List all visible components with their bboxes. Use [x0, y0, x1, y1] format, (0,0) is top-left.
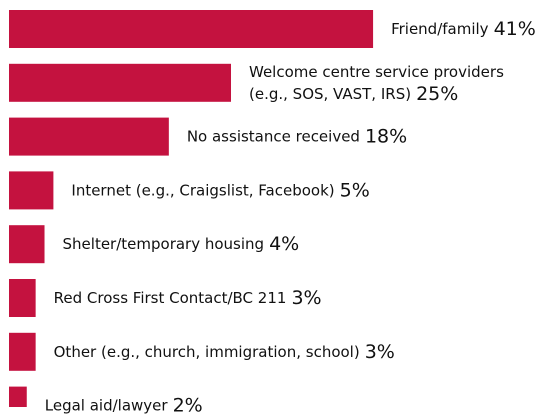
bar-label: Other (e.g., church, immigration, school…	[54, 340, 395, 362]
category-label: Red Cross First Contact/BC 211	[54, 289, 287, 307]
bar-label: Shelter/temporary housing 4%	[63, 233, 300, 255]
category-label: Shelter/temporary housing	[63, 235, 265, 253]
category-label: Legal aid/lawyer	[45, 396, 169, 414]
value-label: 5%	[340, 179, 370, 201]
category-label: Other (e.g., church, immigration, school…	[54, 342, 360, 360]
bar	[9, 10, 374, 48]
bar	[9, 279, 36, 317]
bar	[9, 332, 36, 371]
value-label: 2%	[173, 394, 203, 416]
bar-label: Red Cross First Contact/BC 211 3%	[54, 287, 322, 309]
bar-label: Welcome centre service providers (e.g., S…	[249, 62, 504, 104]
bar	[9, 63, 231, 102]
value-label: 4%	[269, 233, 299, 255]
bar	[9, 225, 45, 264]
category-label: Internet (e.g., Craigslist, Facebook)	[71, 181, 334, 199]
bar-label: Internet (e.g., Craigslist, Facebook) 5%	[71, 179, 369, 201]
value-label: 25%	[416, 82, 458, 104]
bar-label: Legal aid/lawyer 2%	[45, 394, 203, 416]
bar-label: Friend/family 41%	[391, 18, 536, 40]
value-label: 41%	[494, 18, 536, 40]
value-label: 3%	[291, 287, 321, 309]
category-label: Welcome centre service providers (e.g., S…	[249, 62, 504, 102]
value-label: 18%	[365, 125, 407, 147]
value-label: 3%	[365, 340, 395, 362]
category-label: Friend/family	[391, 20, 489, 38]
bar-label: No assistance received 18%	[187, 125, 407, 147]
bar	[9, 117, 169, 156]
bar	[9, 171, 54, 210]
category-label: No assistance received	[187, 127, 360, 145]
bar	[9, 386, 27, 407]
